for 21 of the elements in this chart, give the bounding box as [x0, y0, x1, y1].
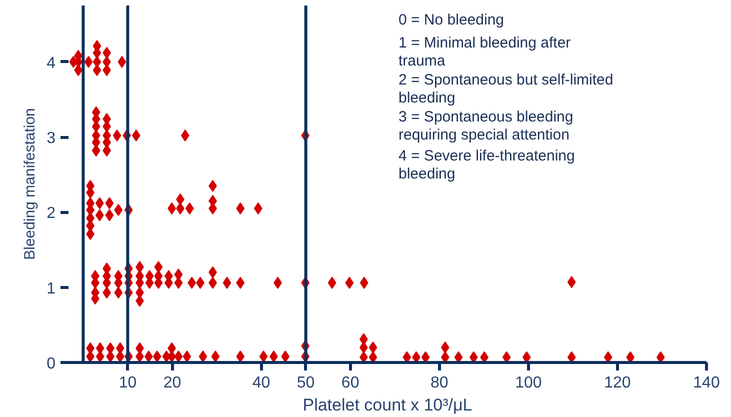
x-tick-label: 10	[118, 374, 137, 392]
x-tick-label: 50	[296, 374, 315, 392]
x-tick-label: 20	[163, 374, 182, 392]
y-tick-label: 2	[46, 205, 56, 222]
x-tick-label: 120	[604, 374, 631, 392]
x-tick-label: 60	[341, 374, 360, 392]
x-tick-label: 40	[252, 374, 270, 392]
x-tick-label: 140	[693, 374, 720, 392]
x-tick-label: 80	[430, 374, 448, 392]
annotation: 1 = Minimal bleeding after trauma	[398, 34, 571, 70]
annotation: 4 = Severe life-threatening bleeding	[398, 148, 575, 182]
x-tick-label: 100	[515, 374, 542, 392]
y-tick-label: 0	[46, 356, 56, 372]
annotation: 0 = No bleeding	[398, 12, 504, 28]
y-tick-label: 3	[46, 130, 56, 148]
x-axis-title: Platelet count x 10³/μL	[302, 396, 472, 414]
y-tick-label: 4	[46, 54, 56, 72]
y-axis-title: Bleeding manifestation	[22, 108, 39, 260]
annotation: 2 = Spontaneous but self-limited bleeding	[398, 72, 614, 106]
y-tick-label: 1	[46, 280, 56, 298]
annotation: 3 = Spontaneous bleeding requiring special attention	[398, 108, 574, 144]
